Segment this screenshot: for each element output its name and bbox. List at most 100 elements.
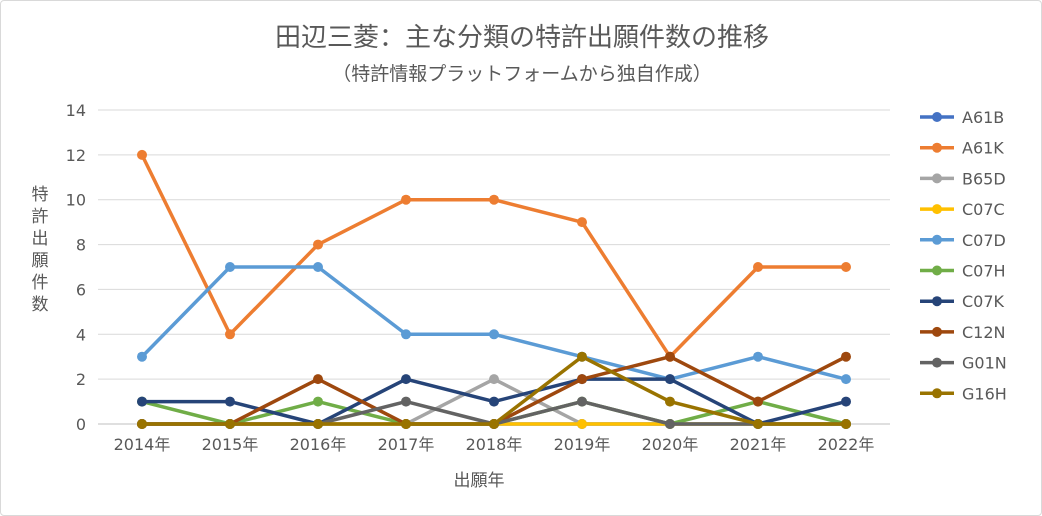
legend-swatch-marker xyxy=(932,112,942,122)
data-point xyxy=(137,419,147,429)
legend-item: C12N xyxy=(920,323,1006,342)
data-point xyxy=(401,396,411,407)
series-line xyxy=(140,153,848,359)
y-tick-label: 4 xyxy=(76,325,86,344)
data-point xyxy=(841,419,851,429)
data-point xyxy=(489,194,499,205)
data-point xyxy=(489,329,499,340)
data-point xyxy=(665,419,675,429)
data-point xyxy=(577,419,587,429)
y-axis-ticks: 0 2 4 6 8 10 12 14 xyxy=(66,101,86,434)
legend-label: C12N xyxy=(962,323,1006,342)
data-point xyxy=(313,396,323,407)
legend-label: C07D xyxy=(962,231,1006,250)
data-point xyxy=(841,396,851,407)
data-point xyxy=(225,419,235,429)
legend-swatch-marker xyxy=(932,326,942,337)
data-point xyxy=(137,396,147,407)
y-axis-title-char: 数 xyxy=(32,295,49,315)
data-point xyxy=(401,419,411,429)
x-axis-title: 出願年 xyxy=(454,471,505,491)
y-tick-label: 12 xyxy=(66,146,86,165)
data-point xyxy=(225,329,235,340)
chart-title: 田辺三菱：主な分類の特許出願件数の推移 xyxy=(275,23,769,53)
x-tick-label: 2018年 xyxy=(466,435,523,454)
data-point xyxy=(137,149,147,160)
data-point xyxy=(401,194,411,205)
data-point xyxy=(401,329,411,340)
data-point xyxy=(577,351,587,362)
data-point xyxy=(489,396,499,407)
data-point xyxy=(841,262,851,272)
y-tick-label: 2 xyxy=(76,370,86,389)
legend-label: B65D xyxy=(962,169,1006,188)
data-point xyxy=(313,239,323,250)
y-axis-title: 特許出願件数 xyxy=(32,185,49,315)
data-point xyxy=(753,419,763,429)
data-point xyxy=(577,217,587,228)
data-point xyxy=(313,419,323,429)
legend-swatch-marker xyxy=(932,204,942,215)
data-point xyxy=(401,374,411,385)
legend-item: G16H xyxy=(920,384,1007,403)
y-axis-title-char: 件 xyxy=(32,273,49,293)
legend-label: C07K xyxy=(962,292,1005,311)
data-point xyxy=(753,396,763,407)
legend-swatch-marker xyxy=(932,357,942,368)
legend-swatch-marker xyxy=(932,173,942,184)
chart-subtitle: （特許情報プラットフォームから独自作成） xyxy=(332,63,711,85)
y-tick-label: 14 xyxy=(66,101,86,120)
x-tick-label: 2019年 xyxy=(554,435,611,454)
legend-label: C07C xyxy=(962,200,1005,219)
legend-swatch-marker xyxy=(932,234,942,245)
y-axis-title-char: 願 xyxy=(32,251,49,271)
x-tick-label: 2022年 xyxy=(818,435,875,454)
legend-item: C07C xyxy=(920,200,1005,219)
legend-item: A61K xyxy=(920,139,1004,158)
x-tick-label: 2016年 xyxy=(290,435,347,454)
data-point xyxy=(665,374,675,385)
data-point xyxy=(489,419,499,429)
legend: A61B A61K B65D C07C C07D C07H C07K C12N G01N G16H xyxy=(920,108,1007,403)
data-point xyxy=(313,262,323,272)
legend-item: C07D xyxy=(920,231,1006,250)
data-point xyxy=(753,262,763,272)
legend-item: A61B xyxy=(920,108,1004,127)
y-tick-label: 8 xyxy=(76,236,86,255)
data-point xyxy=(665,351,675,362)
y-axis-title-char: 特 xyxy=(32,185,49,205)
x-tick-label: 2014年 xyxy=(114,435,171,454)
x-tick-label: 2020年 xyxy=(642,435,699,454)
data-point xyxy=(753,351,763,362)
y-tick-label: 6 xyxy=(76,280,86,299)
data-point xyxy=(577,374,587,385)
legend-item: C07K xyxy=(920,292,1005,311)
x-tick-label: 2021年 xyxy=(730,435,787,454)
legend-label: A61K xyxy=(962,139,1004,158)
legend-label: G01N xyxy=(962,354,1007,373)
series-lines xyxy=(137,149,851,429)
data-point xyxy=(137,351,147,362)
legend-swatch-marker xyxy=(932,142,942,153)
y-tick-label: 0 xyxy=(76,415,86,434)
legend-label: A61B xyxy=(962,108,1004,127)
y-axis-title-char: 出 xyxy=(32,229,49,249)
series-g16h xyxy=(137,351,851,429)
x-tick-label: 2017年 xyxy=(378,435,435,454)
legend-swatch-marker xyxy=(932,388,942,399)
legend-swatch-marker xyxy=(932,296,942,307)
legend-swatch-marker xyxy=(932,265,942,276)
legend-label: G16H xyxy=(962,384,1007,403)
data-point xyxy=(225,262,235,272)
legend-item: G01N xyxy=(920,354,1007,373)
legend-item: C07H xyxy=(920,262,1006,281)
data-point xyxy=(489,374,499,385)
y-tick-label: 10 xyxy=(66,191,86,210)
data-point xyxy=(665,396,675,407)
y-axis-title-char: 許 xyxy=(32,207,49,227)
data-point xyxy=(313,374,323,385)
data-point xyxy=(225,396,235,407)
legend-item: B65D xyxy=(920,169,1006,188)
